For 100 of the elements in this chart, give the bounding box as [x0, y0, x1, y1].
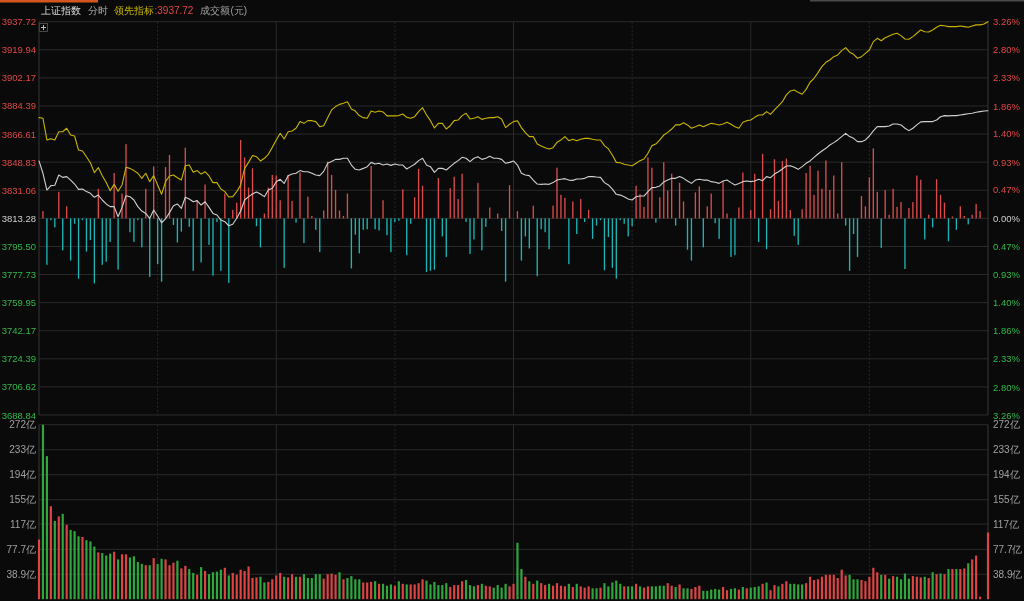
- bar: [832, 574, 835, 600]
- y2-tick-label: 3.26%: [993, 16, 1021, 28]
- bar: [793, 583, 796, 600]
- text: 领先指标: [114, 5, 154, 16]
- bar: [397, 581, 400, 600]
- bar: [306, 578, 309, 600]
- bar: [381, 583, 385, 600]
- bar: [512, 583, 515, 600]
- bar: [184, 565, 187, 600]
- bar: [389, 584, 393, 600]
- bar: [318, 574, 321, 600]
- bar: [314, 574, 317, 600]
- bar: [947, 569, 950, 600]
- bar: [931, 572, 934, 600]
- y-tick-label: 194亿: [9, 469, 36, 481]
- bar: [682, 588, 685, 600]
- y2-tick-label: 2.33%: [993, 353, 1021, 365]
- bar: [350, 576, 353, 600]
- bar: [971, 559, 974, 600]
- y2-tick-label: 1.40%: [993, 128, 1021, 140]
- y-tick-label: 3795.50: [1, 240, 36, 252]
- bar: [113, 551, 116, 600]
- bar: [915, 576, 918, 600]
- bar: [911, 576, 914, 600]
- bar: [457, 585, 460, 600]
- bar: [615, 580, 618, 600]
- bar: [761, 583, 764, 600]
- bar: [476, 585, 479, 600]
- bar: [536, 580, 539, 600]
- bar: [144, 565, 147, 600]
- bar: [441, 585, 444, 600]
- bar: [516, 542, 519, 600]
- bar: [623, 586, 626, 600]
- bar: [37, 539, 41, 600]
- bar: [745, 588, 748, 600]
- bar: [358, 579, 361, 600]
- bar: [986, 532, 990, 600]
- bar: [496, 585, 499, 600]
- bar: [342, 579, 345, 600]
- bar: [346, 578, 349, 600]
- bar: [551, 585, 555, 600]
- bar: [302, 574, 306, 600]
- y2-tick-label: 3.26%: [993, 409, 1021, 421]
- bar: [287, 577, 290, 600]
- bar: [124, 554, 128, 600]
- y-tick-label: 3724.39: [1, 353, 36, 365]
- y-tick-label: 3706.62: [1, 381, 36, 393]
- bar: [401, 583, 404, 600]
- bar: [192, 572, 195, 600]
- bar: [239, 569, 242, 600]
- bar: [207, 574, 211, 600]
- bar: [117, 559, 120, 600]
- bar: [298, 576, 302, 600]
- bar: [136, 561, 139, 600]
- bar: [243, 570, 246, 600]
- bar: [939, 573, 942, 600]
- bar: [828, 574, 831, 600]
- bar: [919, 577, 922, 600]
- bar: [290, 574, 294, 600]
- bar: [93, 546, 96, 600]
- bar: [326, 574, 329, 600]
- bar: [61, 513, 64, 600]
- y-tick-label: 3688.84: [1, 409, 36, 421]
- bar: [686, 588, 689, 600]
- bar: [464, 579, 468, 600]
- bar: [662, 585, 665, 600]
- y2-tick-label: 1.86%: [993, 325, 1021, 337]
- bar: [433, 581, 436, 600]
- bar: [109, 553, 112, 600]
- y-tick-label: 3902.17: [1, 72, 36, 84]
- y-tick-label: 3919.94: [1, 44, 36, 56]
- bar: [714, 588, 717, 600]
- bar: [429, 584, 432, 600]
- bar: [567, 583, 570, 600]
- bar: [215, 571, 219, 600]
- bar: [836, 578, 839, 600]
- bar: [105, 555, 108, 600]
- bar: [532, 583, 535, 600]
- bar: [544, 585, 547, 600]
- bar: [385, 585, 389, 600]
- bar: [152, 558, 155, 600]
- bar: [595, 588, 598, 600]
- bar: [548, 583, 551, 600]
- bar: [472, 586, 476, 600]
- bar: [294, 576, 298, 600]
- bar: [963, 568, 966, 600]
- bar: [844, 575, 847, 600]
- bar: [374, 581, 377, 600]
- bar: [417, 583, 420, 600]
- bar: [805, 583, 808, 600]
- bar: [45, 456, 48, 600]
- y2-tick-label: 0.93%: [993, 156, 1021, 168]
- y2-tick-label: 1.40%: [993, 297, 1021, 309]
- bar: [559, 585, 563, 600]
- bar: [85, 540, 88, 600]
- bar: [148, 565, 151, 600]
- bar: [781, 583, 784, 600]
- bar: [864, 581, 867, 600]
- bar: [53, 520, 56, 600]
- bar: [188, 569, 191, 600]
